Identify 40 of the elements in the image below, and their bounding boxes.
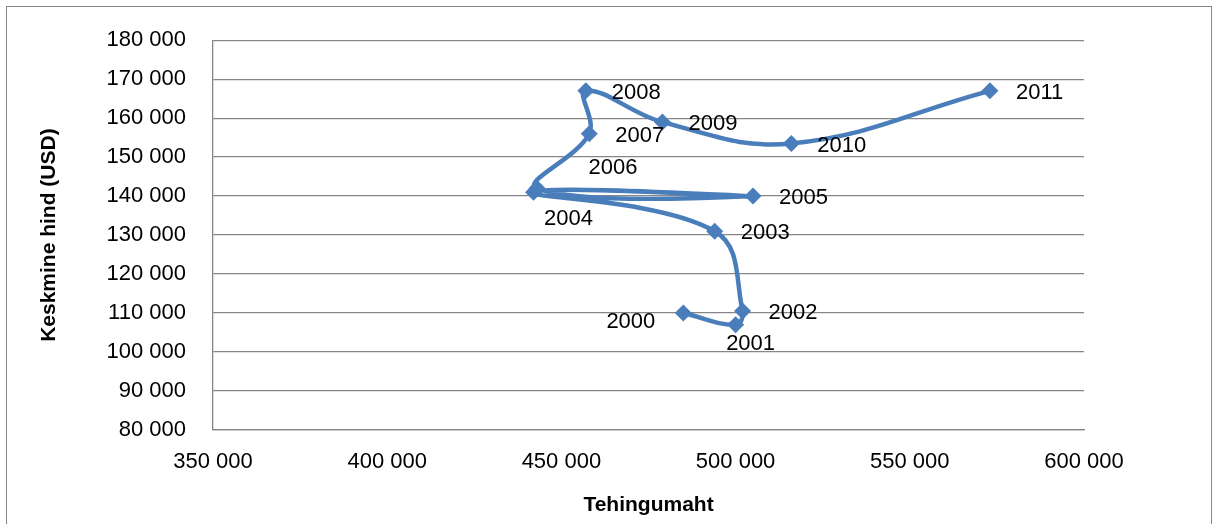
y-tick-label: 150 000 xyxy=(106,143,186,169)
point xyxy=(782,135,800,152)
annotation: 2008 xyxy=(611,78,661,104)
annotation: 2007 xyxy=(615,121,665,147)
y-axis-title: Keskmine hind (USD) xyxy=(36,128,60,342)
point xyxy=(981,82,999,100)
annotation: 2000 xyxy=(606,308,656,334)
annotation: 2010 xyxy=(817,131,867,157)
annotation: 2005 xyxy=(779,184,828,210)
annotation: 2006 xyxy=(588,154,638,180)
x-axis-title: Tehingumaht xyxy=(583,492,714,516)
annotation: 2011 xyxy=(1015,78,1064,104)
point xyxy=(580,125,598,143)
y-tick-label: 140 000 xyxy=(106,182,186,208)
y-tick-label: 80 000 xyxy=(118,416,186,442)
annotation: 2002 xyxy=(768,299,818,325)
y-tick-label: 110 000 xyxy=(108,299,186,325)
y-tick-label: 180 000 xyxy=(106,26,186,52)
x-tick-label: 500 000 xyxy=(695,448,776,474)
annotation: 2004 xyxy=(544,205,593,231)
annotation: 2009 xyxy=(688,110,738,136)
x-tick-label: 450 000 xyxy=(521,448,602,474)
y-tick-label: 100 000 xyxy=(106,338,186,364)
point xyxy=(577,82,595,100)
point xyxy=(674,304,692,322)
point xyxy=(734,302,752,320)
y-tick-label: 120 000 xyxy=(106,260,186,286)
y-tick-label: 170 000 xyxy=(106,65,186,91)
annotation: 2001 xyxy=(726,329,776,355)
annotation: 2003 xyxy=(740,219,790,245)
y-tick-label: 130 000 xyxy=(106,221,186,247)
point xyxy=(744,187,762,205)
x-tick-label: 550 000 xyxy=(870,448,950,474)
point xyxy=(706,222,724,240)
point xyxy=(727,316,745,334)
x-tick-label: 350 000 xyxy=(173,448,253,474)
y-tick-label: 90 000 xyxy=(118,377,186,403)
x-tick-label: 600 000 xyxy=(1044,448,1124,474)
x-tick-label: 400 000 xyxy=(347,448,427,474)
y-tick-label: 160 000 xyxy=(106,104,186,130)
